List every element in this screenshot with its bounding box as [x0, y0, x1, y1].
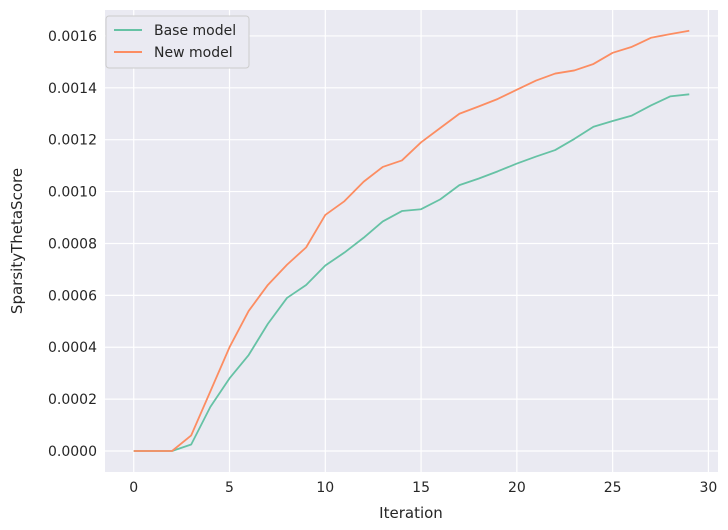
y-tick-label: 0.0002 [48, 392, 97, 408]
x-tick-label: 20 [508, 480, 526, 496]
legend: Base model New model [105, 15, 250, 69]
series-line-0 [133, 93, 690, 452]
grid [105, 10, 718, 472]
y-tick-label: 0.0008 [48, 236, 97, 252]
legend-label: New model [154, 45, 233, 61]
plot-area [105, 10, 718, 472]
x-tick-label: 0 [129, 480, 138, 496]
x-axis-label: Iteration [379, 504, 443, 522]
x-tick-label: 30 [700, 480, 718, 496]
x-axis-ticks: 0 5 10 15 20 25 30 [129, 480, 717, 496]
y-tick-label: 0.0014 [48, 81, 97, 97]
y-tick-label: 0.0010 [48, 185, 97, 201]
y-tick-label: 0.0012 [48, 133, 97, 149]
y-tick-label: 0.0000 [48, 444, 97, 460]
y-tick-label: 0.0006 [48, 288, 97, 304]
x-tick-label: 25 [604, 480, 622, 496]
x-tick-label: 10 [316, 480, 334, 496]
series-line-1 [133, 29, 690, 452]
y-axis-ticks: 0.0000 0.0002 0.0004 0.0006 0.0008 0.0010 0.00… [48, 29, 97, 460]
y-tick-label: 0.0004 [48, 340, 97, 356]
y-axis-label: SparsityThetaScore [8, 168, 26, 314]
legend-label: Base model [154, 23, 236, 39]
x-tick-label: 15 [412, 480, 430, 496]
series-lines [133, 29, 690, 452]
y-tick-label: 0.0016 [48, 29, 97, 45]
x-tick-label: 5 [225, 480, 234, 496]
